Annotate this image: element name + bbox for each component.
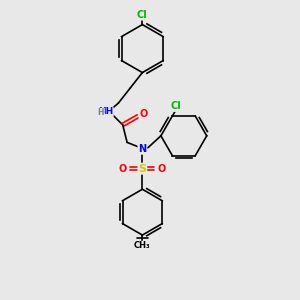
Text: O: O bbox=[158, 164, 166, 173]
Text: S: S bbox=[138, 164, 146, 173]
Text: O: O bbox=[118, 164, 127, 173]
Text: O: O bbox=[139, 109, 148, 119]
Text: Cl: Cl bbox=[170, 101, 181, 111]
Text: NH: NH bbox=[98, 107, 113, 116]
Text: CH₃: CH₃ bbox=[134, 242, 151, 250]
Text: Cl: Cl bbox=[137, 10, 148, 20]
Text: N: N bbox=[138, 144, 146, 154]
Text: H: H bbox=[98, 108, 104, 117]
